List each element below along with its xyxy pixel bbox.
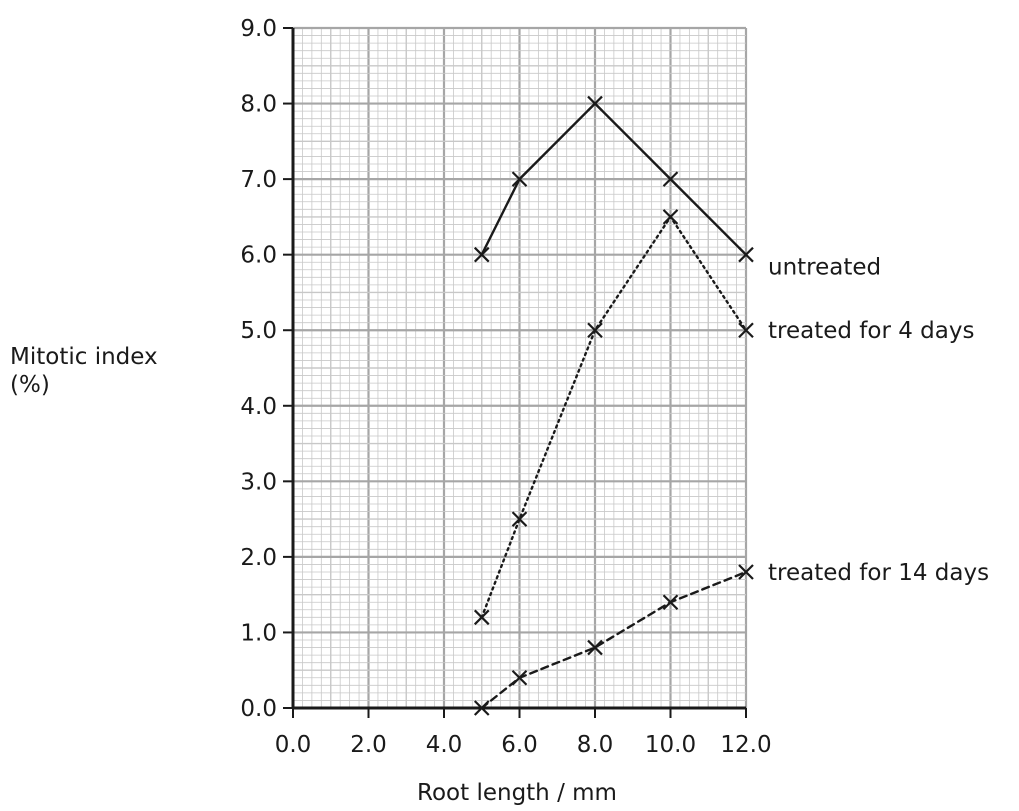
series-solid xyxy=(473,95,754,263)
x-tick-label: 4.0 xyxy=(426,732,463,758)
cross-stroke xyxy=(738,322,754,339)
plot-grid xyxy=(291,26,748,710)
series-label: untreated xyxy=(768,255,881,281)
data-point-cross xyxy=(662,171,679,187)
tick-labels: 0.0 1.0 2.0 3.0 4.0 5.0 6.0 7.0 8.0 9.0 0.0 2.0 4.0 6… xyxy=(240,16,771,758)
y-tick-label: 5.0 xyxy=(240,318,277,344)
x-tick-label: 10.0 xyxy=(645,732,696,758)
cross-stroke xyxy=(587,639,603,656)
data-point-cross xyxy=(662,209,679,225)
cross-stroke xyxy=(473,609,490,626)
axes xyxy=(283,27,747,718)
data-point-cross xyxy=(511,511,528,527)
y-tick-label: 8.0 xyxy=(240,92,277,118)
series-label: treated for 14 days xyxy=(768,560,989,586)
data-point-cross xyxy=(511,171,528,187)
cross-stroke xyxy=(662,594,679,611)
cross-stroke xyxy=(738,564,754,580)
y-tick-label: 2.0 xyxy=(240,545,277,571)
data-point-cross xyxy=(662,594,679,611)
y-tick-label: 1.0 xyxy=(240,620,277,646)
series-label: treated for 4 days xyxy=(768,318,974,344)
data-point-cross xyxy=(738,564,754,580)
y-tick-label: 4.0 xyxy=(240,394,277,420)
data-point-cross xyxy=(473,609,490,626)
cross-stroke xyxy=(587,322,603,339)
y-tick-label: 0.0 xyxy=(240,696,277,722)
y-tick-label: 6.0 xyxy=(240,243,277,269)
series-labels: untreated treated for 4 days treated for 1… xyxy=(768,255,989,586)
series-dashed xyxy=(473,564,754,716)
data-point-cross xyxy=(587,322,603,339)
cross-stroke xyxy=(511,669,528,686)
cross-stroke xyxy=(662,171,679,187)
x-tick-label: 6.0 xyxy=(501,732,538,758)
cross-stroke xyxy=(662,209,679,225)
data-point-cross xyxy=(473,246,490,263)
data-series xyxy=(473,95,754,716)
cross-stroke xyxy=(473,246,490,263)
y-tick-label: 9.0 xyxy=(240,16,277,42)
data-point-cross xyxy=(587,95,603,112)
y-axis-title: Mitotic index xyxy=(10,344,158,370)
cross-stroke xyxy=(473,700,490,716)
x-tick-label: 12.0 xyxy=(720,732,771,758)
y-tick-label: 7.0 xyxy=(240,167,277,193)
series-line xyxy=(480,570,748,710)
data-point-cross xyxy=(511,669,528,686)
x-tick-label: 0.0 xyxy=(275,732,312,758)
y-axis-unit: (%) xyxy=(10,372,50,398)
x-tick-label: 2.0 xyxy=(350,732,387,758)
cross-stroke xyxy=(738,246,754,263)
data-point-cross xyxy=(738,246,754,263)
x-tick-label: 8.0 xyxy=(577,732,614,758)
x-axis-title: Root length / mm xyxy=(417,780,617,806)
cross-stroke xyxy=(587,95,603,112)
series-dotted xyxy=(473,209,754,626)
data-point-cross xyxy=(473,700,490,716)
cross-stroke xyxy=(511,171,528,187)
y-tick-label: 3.0 xyxy=(240,469,277,495)
cross-stroke xyxy=(511,511,528,527)
data-point-cross xyxy=(738,322,754,339)
data-point-cross xyxy=(587,639,603,656)
